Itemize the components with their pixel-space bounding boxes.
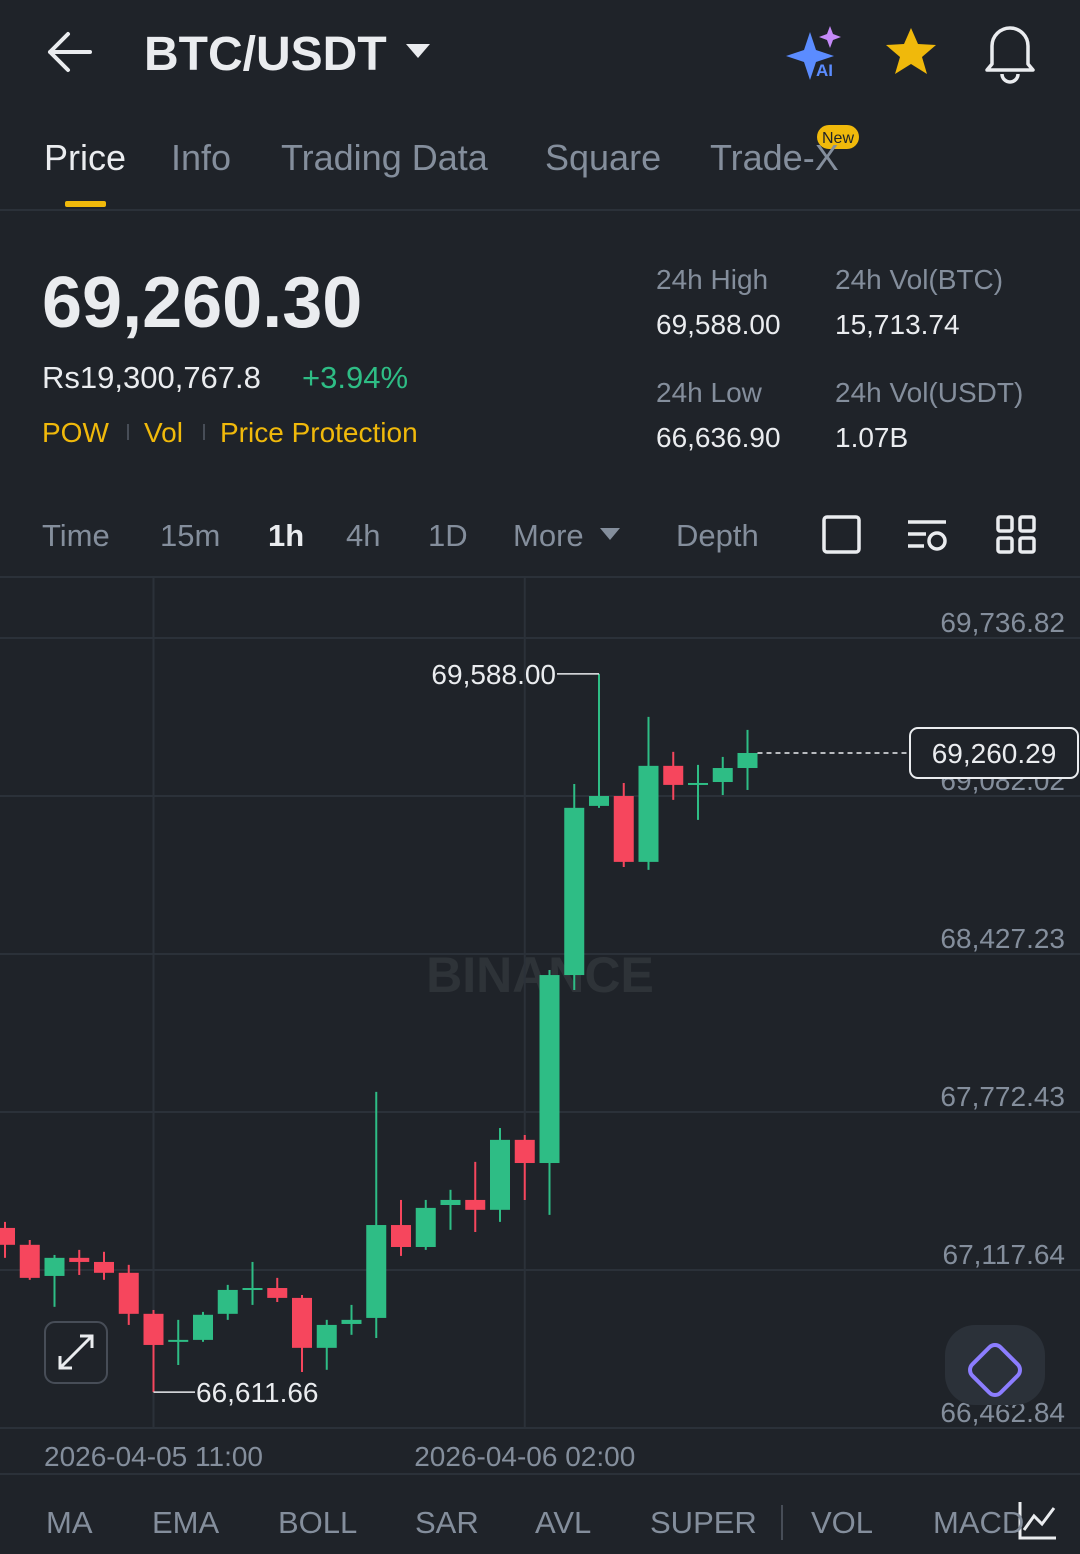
candle-body <box>242 1288 263 1291</box>
ticker-tag[interactable]: Vol <box>144 417 183 448</box>
interval[interactable]: 1h <box>268 518 304 553</box>
pair-title[interactable]: BTC/USDT <box>144 28 387 81</box>
y-tick-label: 69,736.82 <box>940 607 1065 638</box>
tab[interactable]: Square <box>545 137 661 178</box>
interval[interactable]: 4h <box>346 518 380 553</box>
candle-body <box>316 1324 337 1348</box>
indicator[interactable]: SAR <box>415 1505 479 1540</box>
interval[interactable]: 1D <box>428 518 468 553</box>
indicator[interactable]: MA <box>46 1505 93 1540</box>
depth-tab[interactable]: Depth <box>676 518 759 553</box>
candle-body <box>19 1244 40 1278</box>
candle-body <box>589 796 609 806</box>
ticker-tag[interactable]: POW <box>42 417 109 448</box>
tab[interactable]: Trade-X <box>710 137 839 178</box>
stat-value: 1.07B <box>835 422 908 453</box>
x-tick-label: 2026-04-05 11:00 <box>44 1441 263 1472</box>
y-tick-label: 67,117.64 <box>943 1239 1066 1270</box>
candlestick-chart: 66,462.8467,117.6467,772.4368,427.2369,0… <box>0 578 1080 1472</box>
chart-style-button[interactable] <box>822 515 861 554</box>
candle-body <box>69 1257 90 1262</box>
last-price: 69,260.30 <box>42 263 362 343</box>
stat-label: 24h Low <box>656 377 763 408</box>
favorite-button[interactable] <box>886 28 936 74</box>
candle-body <box>193 1314 213 1340</box>
candle-body <box>292 1297 312 1348</box>
candle-body <box>44 1257 65 1276</box>
settings-button[interactable] <box>908 520 947 551</box>
candle-body <box>712 768 733 783</box>
fullscreen-icon <box>58 1334 94 1370</box>
candle-body <box>737 752 758 769</box>
stat-label: 24h Vol(USDT) <box>835 377 1023 408</box>
indicator[interactable]: AVL <box>535 1505 591 1540</box>
y-tick-label: 67,772.43 <box>940 1081 1065 1112</box>
layout-button[interactable] <box>996 515 1036 554</box>
candle-body <box>440 1199 461 1206</box>
alert-button[interactable] <box>985 26 1035 84</box>
interval[interactable]: Time <box>42 518 110 553</box>
candle-body <box>613 796 634 862</box>
indicator[interactable]: VOL <box>811 1505 873 1540</box>
last-price-label: 69,260.29 <box>932 738 1057 769</box>
candle-body <box>341 1319 362 1324</box>
candle-body <box>564 807 585 976</box>
fiat-price: Rs19,300,767.8 <box>42 360 261 395</box>
ai-button[interactable]: AI <box>786 26 841 80</box>
candle-body <box>0 1227 15 1245</box>
indicator[interactable]: SUPER <box>650 1505 757 1540</box>
price-change: +3.94% <box>302 360 408 395</box>
stat-value: 15,713.74 <box>835 309 960 340</box>
ticker-tag[interactable]: Price Protection <box>220 417 418 448</box>
candle-body <box>94 1261 114 1273</box>
chart-toggle-icon <box>1018 1502 1056 1540</box>
pair-dropdown[interactable] <box>406 44 430 58</box>
interval[interactable]: 15m <box>160 518 220 553</box>
tab-indicator <box>65 201 106 207</box>
ai-label: AI <box>816 61 833 80</box>
candle-body <box>688 782 708 785</box>
candle-body <box>391 1225 411 1247</box>
tab[interactable]: Info <box>171 137 231 178</box>
candle-body <box>415 1207 436 1247</box>
indicator[interactable]: EMA <box>152 1505 220 1540</box>
candle-body <box>539 975 560 1164</box>
stat-value: 69,588.00 <box>656 309 781 340</box>
stat-label: 24h Vol(BTC) <box>835 264 1003 295</box>
stat-value: 66,636.90 <box>656 422 781 453</box>
candle-body <box>465 1199 486 1210</box>
candle-body <box>490 1139 510 1210</box>
interval-more[interactable]: More <box>513 518 584 553</box>
ai-assistant-button[interactable] <box>945 1325 1045 1405</box>
candle-body <box>168 1339 189 1342</box>
high-label: 69,588.00 <box>431 659 556 690</box>
candle-body <box>267 1288 288 1298</box>
ai-assistant-icon <box>968 1343 1022 1397</box>
candle-body <box>514 1139 535 1164</box>
y-tick-label: 68,427.23 <box>940 923 1065 954</box>
more-dropdown[interactable] <box>600 528 620 540</box>
chart-toggle-button[interactable] <box>1012 1490 1080 1554</box>
low-label: 66,611.66 <box>196 1377 319 1408</box>
candle-body <box>366 1225 387 1318</box>
tab[interactable]: Trading Data <box>281 137 489 178</box>
tab[interactable]: Price <box>44 137 126 178</box>
stat-label: 24h High <box>656 264 768 295</box>
indicator[interactable]: BOLL <box>278 1505 357 1540</box>
x-tick-label: 2026-04-06 02:00 <box>414 1441 635 1472</box>
candle-body <box>118 1272 139 1314</box>
candle-body <box>638 765 659 862</box>
new-badge <box>817 125 859 149</box>
new-badge-text: New <box>822 130 854 147</box>
indicator[interactable]: MACD <box>933 1505 1024 1540</box>
candle-body <box>663 765 684 785</box>
last-price-tag <box>909 726 1079 779</box>
toolbar-icons <box>822 515 1036 554</box>
candle-body <box>217 1289 238 1314</box>
candle-body <box>143 1313 164 1345</box>
back-button[interactable] <box>48 32 92 72</box>
